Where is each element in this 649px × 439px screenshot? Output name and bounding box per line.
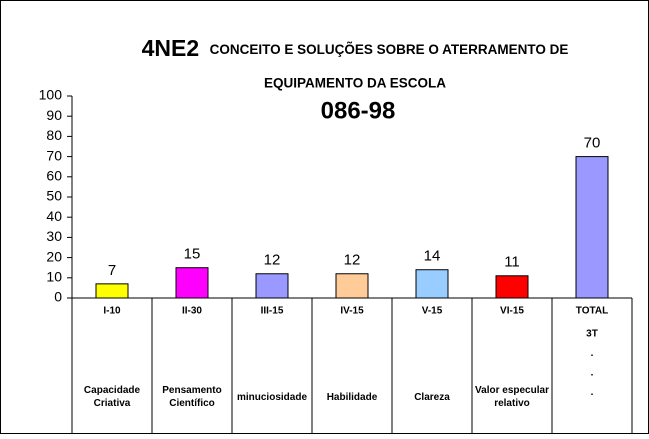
bar [415,269,449,299]
detail-label: . [591,387,594,398]
y-tick-label: 90 [46,107,62,123]
detail-box: minuciosidade [236,391,307,403]
detail-label: Pensamento Científico [162,385,222,409]
y-tick-label: 50 [46,188,62,204]
category-label: TOTAL [576,306,608,317]
detail-box: Pensamento Científico [162,385,222,409]
category-label: VI-15 [500,306,524,317]
y-tick-label: 30 [46,228,62,244]
detail-box: Capacidade Criativa [83,385,141,409]
bar [175,267,209,299]
bar [255,273,289,299]
bar [575,156,609,299]
title-text: CONCEITO E SOLUÇÕES SOBRE O ATERRAMENTO … [210,42,569,57]
y-tick-label: 20 [46,248,62,264]
category-label: II-30 [182,306,202,317]
title-number: 086-98 [321,97,396,124]
bar [335,273,369,299]
category-label: I-10 [103,306,121,317]
y-tick-label: 100 [39,87,63,103]
detail-box: Clareza [414,391,450,403]
detail-label: Clareza [414,391,450,403]
detail-box: Valor especular relativo [475,385,549,409]
value-label: 70 [584,135,601,152]
detail-box: Habilidade [326,391,378,403]
y-tick-label: 40 [46,208,62,224]
y-tick-label: 60 [46,168,62,184]
detail-label: Valor especular relativo [475,385,549,409]
y-tick-label: 80 [46,127,62,143]
category-label: V-15 [422,306,443,317]
detail-label: . [591,368,594,379]
y-tick-label: 0 [54,289,62,305]
chart-title: 4NE2 CONCEITO E SOLUÇÕES SOBRE O ATERRAM… [142,35,569,61]
title-code: 4NE2 [142,35,200,61]
bar [95,283,129,299]
detail-label: Capacidade Criativa [83,385,141,409]
value-label: 15 [184,246,201,263]
title-text: EQUIPAMENTO DA ESCOLA [264,76,446,91]
detail-label: 3T [586,329,598,340]
detail-label: minuciosidade [236,391,307,403]
detail-label: . [591,348,594,359]
value-label: 12 [264,252,281,269]
value-label: 12 [344,252,361,269]
value-label: 14 [424,248,441,265]
y-tick-label: 10 [46,269,62,285]
category-label: IV-15 [340,306,364,317]
value-label: 11 [504,254,520,271]
y-tick-label: 70 [46,147,62,163]
category-label: III-15 [261,306,284,317]
detail-label: Habilidade [326,391,378,403]
value-label: 7 [108,262,116,279]
bar [495,275,529,299]
